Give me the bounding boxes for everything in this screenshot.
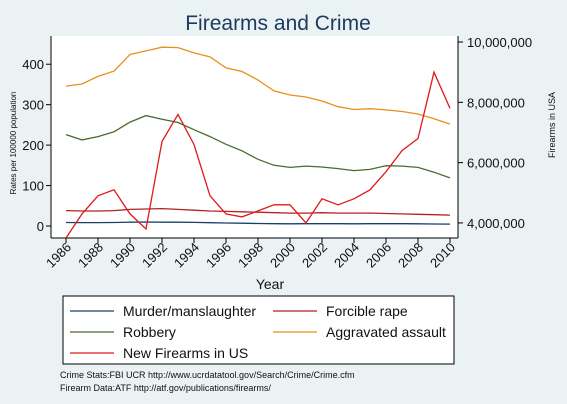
y2-axis-label: Firearms in USA (547, 92, 557, 158)
legend-label-aggravated-assault: Aggravated assault (326, 324, 446, 340)
x-tick-label: 1994 (171, 240, 202, 271)
legend (62, 295, 455, 365)
y2-tick-label: 10,000,000 (467, 35, 532, 50)
source-note-firearms: Firearm Data:ATF http://atf.gov/publicat… (60, 383, 271, 393)
y2-tick-label: 4,000,000 (467, 216, 525, 231)
x-axis-label: Year (256, 276, 285, 292)
legend-items: Murder/manslaughter Forcible rape Robbery A… (70, 303, 446, 361)
y-tick-label: 100 (22, 179, 44, 194)
legend-label-new-firearms-in-us: New Firearms in US (123, 345, 248, 361)
x-tick-label: 1996 (203, 240, 234, 271)
x-tick-label: 1992 (139, 240, 170, 271)
y-tick-label: 300 (22, 98, 44, 113)
x-tick-label: 2002 (299, 240, 330, 271)
y-axis-label: Rates per 100000 population (9, 92, 18, 195)
x-axis-ticks: 1986 1988 1990 1992 1994 1996 1998 2000 2002 2004… (43, 238, 458, 271)
x-tick-label: 2010 (427, 240, 458, 271)
y2-axis-ticks: 4,000,000 6,000,000 8,000,000 10,000,000 (458, 35, 532, 231)
x-tick-label: 2000 (267, 240, 298, 271)
x-tick-label: 1986 (43, 240, 74, 271)
source-note-crime: Crime Stats:FBI UCR http://www.ucrdatato… (60, 370, 355, 380)
legend-label-murder-manslaughter: Murder/manslaughter (123, 303, 256, 319)
y-axis-ticks: 0 100 200 300 400 (22, 57, 51, 234)
x-tick-label: 1990 (107, 240, 138, 271)
chart-title: Firearms and Crime (185, 12, 371, 35)
y-tick-label: 200 (22, 138, 44, 153)
series-line-murder-manslaughter (65, 221, 451, 225)
x-tick-label: 2004 (331, 240, 362, 271)
y-tick-label: 400 (22, 57, 44, 72)
x-tick-label: 2006 (363, 240, 394, 271)
series-line-new-firearms-in-us (65, 70, 451, 239)
y2-tick-label: 8,000,000 (467, 95, 525, 110)
y2-tick-label: 6,000,000 (467, 156, 525, 171)
series-lines (65, 46, 451, 239)
series-line-aggravated-assault (65, 46, 451, 125)
plot-area (51, 36, 458, 238)
x-tick-label: 1988 (75, 240, 106, 271)
legend-label-forcible-rape: Forcible rape (326, 303, 408, 319)
x-tick-label: 2008 (395, 240, 426, 271)
series-line-robbery (65, 114, 451, 179)
x-tick-label: 1998 (235, 240, 266, 271)
legend-label-robbery: Robbery (123, 324, 176, 340)
series-line-forcible-rape (65, 207, 451, 216)
y-tick-label: 0 (37, 219, 44, 234)
